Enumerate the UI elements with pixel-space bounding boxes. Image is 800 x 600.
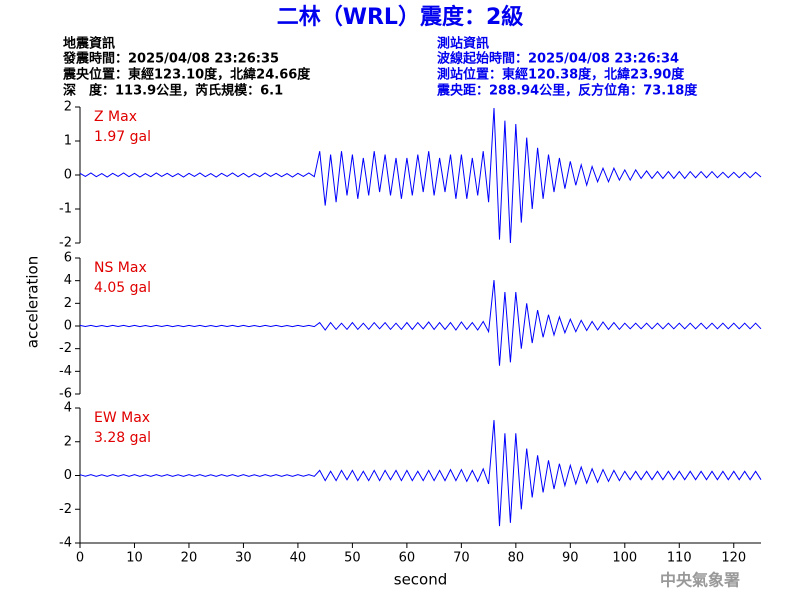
y-tick-label: 2	[64, 434, 72, 449]
x-tick-label: 110	[667, 551, 692, 566]
x-tick-label: 10	[126, 551, 143, 566]
y-tick-label: 0	[64, 168, 72, 183]
y-tick-label: -4	[59, 364, 72, 379]
y-tick-label: 4	[64, 273, 72, 288]
x-tick-label: 80	[508, 551, 525, 566]
x-tick-label: 40	[290, 551, 307, 566]
station-info: 測站資訊 波線起始時間：2025/04/08 23:26:34 測站位置：東經1…	[436, 36, 698, 99]
x-tick-label: 70	[453, 551, 470, 566]
y-tick-label: 0	[64, 468, 72, 483]
y-tick-label: 0	[64, 319, 72, 334]
waveform	[79, 107, 762, 244]
waveform	[79, 280, 762, 366]
panel-label: Z Max	[94, 109, 137, 125]
y-tick-label: -1	[59, 202, 72, 217]
x-tick-label: 50	[344, 551, 361, 566]
panel-max: 1.97 gal	[94, 129, 151, 145]
panel-max: 4.05 gal	[94, 280, 151, 296]
x-tick-label: 120	[721, 551, 746, 566]
info-line: 波線起始時間：2025/04/08 23:26:34	[437, 51, 679, 67]
y-tick-label: -4	[59, 536, 72, 551]
panel-label: EW Max	[94, 410, 150, 426]
info-line: 震央距：288.94公里，反方位角：73.18度	[436, 83, 698, 99]
y-tick-label: 6	[64, 251, 72, 266]
y-tick-label: -6	[59, 387, 72, 402]
info-line: 震央位置：東經123.10度，北緯24.66度	[62, 67, 311, 83]
y-tick-label: -2	[59, 341, 72, 356]
y-tick-label: -2	[59, 502, 72, 517]
x-tick-label: 0	[76, 551, 84, 566]
y-axis-label: acceleration	[24, 256, 42, 348]
info-line: 地震資訊	[63, 36, 115, 52]
event-info: 地震資訊 發震時間：2025/04/08 23:26:35 震央位置：東經123…	[62, 36, 311, 99]
y-tick-label: -2	[59, 236, 72, 251]
panel-max: 3.28 gal	[94, 430, 151, 446]
waveform	[79, 420, 762, 527]
x-axis-label: second	[394, 571, 448, 589]
panel-label: NS Max	[94, 260, 147, 276]
x-tick-label: 20	[181, 551, 198, 566]
y-tick-label: 2	[64, 100, 72, 115]
x-tick-label: 90	[562, 551, 579, 566]
y-tick-label: 4	[64, 401, 72, 416]
info-line: 深 度：113.9公里，芮氏規模：6.1	[63, 83, 283, 99]
info-line: 發震時間：2025/04/08 23:26:35	[62, 51, 279, 67]
x-tick-label: 30	[235, 551, 252, 566]
footer: 中央氣象署	[660, 571, 740, 590]
x-tick-label: 60	[399, 551, 416, 566]
y-tick-label: 2	[64, 296, 72, 311]
title: 二林（WRL）震度：2級	[277, 4, 524, 30]
info-line: 測站資訊	[437, 36, 489, 52]
x-tick-label: 100	[612, 551, 637, 566]
info-line: 測站位置：東經120.38度，北緯23.90度	[437, 67, 685, 83]
y-tick-label: 1	[64, 134, 72, 149]
